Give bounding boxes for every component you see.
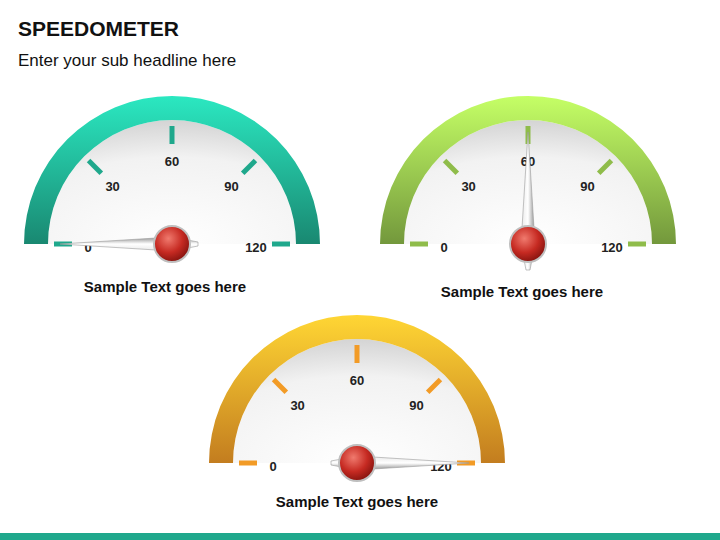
slide: SPEEDOMETER Enter your sub headline here 0… [0, 0, 720, 540]
tick-label: 120 [245, 240, 267, 255]
footer-bar [0, 533, 720, 540]
tick [239, 461, 257, 466]
tick [428, 380, 441, 393]
tick-label: 30 [461, 179, 475, 194]
gauge-band [24, 96, 320, 244]
tick [272, 242, 290, 247]
needle-group [510, 132, 546, 270]
gauge: 0306090120 [380, 96, 676, 270]
tick-label: 90 [409, 398, 423, 413]
gauge: 0306090120 [24, 96, 320, 262]
tick [410, 242, 428, 247]
tick-label: 60 [350, 373, 364, 388]
tick [274, 380, 287, 393]
tick [355, 345, 360, 363]
tick [89, 161, 102, 174]
gauge-caption: Sample Text goes here [441, 283, 603, 300]
tick [445, 161, 458, 174]
tick-label: 30 [290, 398, 304, 413]
title: SPEEDOMETER [18, 17, 179, 40]
gauge: 0306090120 [209, 315, 505, 481]
tick [599, 161, 612, 174]
tick [243, 161, 256, 174]
needle-knob [339, 445, 375, 481]
tick [628, 242, 646, 247]
tick-label: 0 [440, 240, 447, 255]
needle-knob [510, 226, 546, 262]
gauge-caption: Sample Text goes here [276, 493, 438, 510]
tick-label: 60 [165, 154, 179, 169]
gauge-caption: Sample Text goes here [84, 278, 246, 295]
gauge-band [209, 315, 505, 463]
tick-label: 120 [601, 240, 623, 255]
tick-label: 30 [105, 179, 119, 194]
needle-knob [154, 226, 190, 262]
tick-label: 0 [269, 459, 276, 474]
subtitle: Enter your sub headline here [18, 51, 236, 70]
tick-label: 90 [580, 179, 594, 194]
needle-group [331, 445, 469, 481]
tick-label: 90 [224, 179, 238, 194]
tick [170, 126, 175, 144]
needle-group [60, 226, 198, 262]
